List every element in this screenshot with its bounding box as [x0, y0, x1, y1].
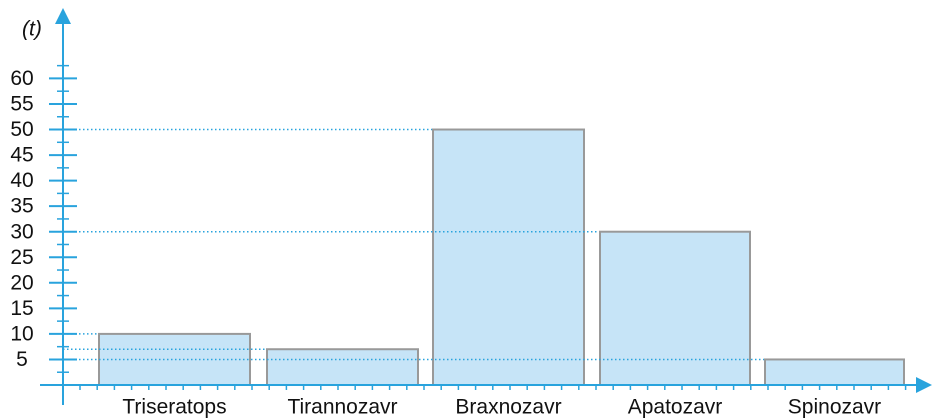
y-tick-label: 20	[10, 271, 33, 294]
bar	[599, 230, 751, 386]
y-tick-label: 35	[10, 195, 33, 218]
bar	[432, 128, 585, 386]
x-tick-label: Apatozavr	[628, 396, 723, 419]
y-tick-label: 60	[10, 67, 33, 90]
y-tick-label: 40	[10, 169, 33, 192]
x-tick-label: Spinozavr	[788, 396, 881, 419]
x-tick-label: Triseratops	[122, 396, 226, 419]
y-tick-label: 55	[10, 93, 33, 116]
bar	[764, 358, 905, 387]
y-tick-label: 30	[10, 220, 33, 243]
y-tick-label: 15	[10, 297, 33, 320]
y-tick-label: 50	[10, 118, 33, 141]
y-axis-label: (t)	[22, 18, 42, 41]
y-tick-label: 10	[10, 322, 33, 345]
x-tick-label: Tirannozavr	[287, 396, 397, 419]
y-tick-label: 25	[10, 246, 33, 269]
y-tick-label: 5	[16, 348, 28, 371]
x-tick-label: Braxnozavr	[455, 396, 561, 419]
bar	[266, 348, 419, 387]
y-tick-label: 45	[10, 144, 33, 167]
